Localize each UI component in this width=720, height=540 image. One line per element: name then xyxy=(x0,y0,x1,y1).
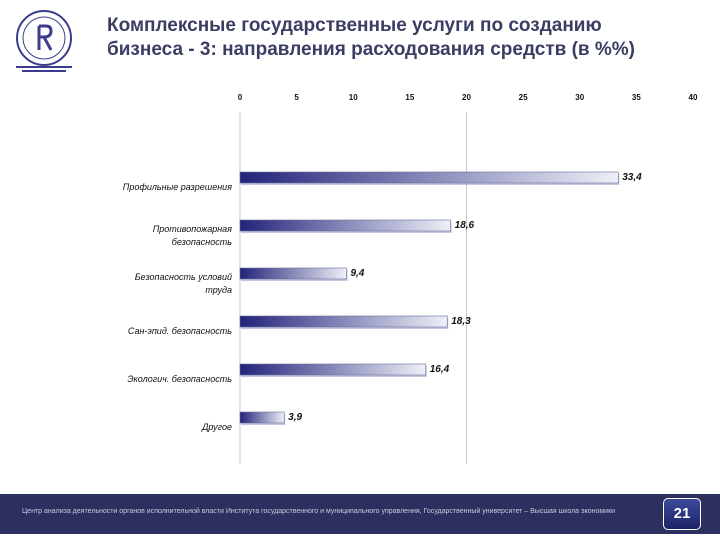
x-tick-label: 15 xyxy=(405,93,414,102)
slide-title-line-2: бизнеса - 3: направления расходования ср… xyxy=(107,39,636,60)
category-label: Противопожарная xyxy=(153,224,232,234)
category-label: Профильные разрешения xyxy=(123,182,232,192)
footer-bar: Центр анализа деятельности органов испол… xyxy=(0,494,720,534)
page-number-badge: 21 xyxy=(663,498,701,530)
slide-title-line-1: Комплексные государственные услуги по со… xyxy=(107,15,602,36)
chart-bars: 33,4 Профильные разрешения 18,6 Противопожа… xyxy=(123,171,642,432)
bar xyxy=(239,219,451,232)
bar-value-label: 18,3 xyxy=(451,316,471,327)
category-label: труда xyxy=(205,285,232,295)
x-tick-label: 35 xyxy=(632,93,641,102)
bar xyxy=(239,171,619,184)
category-label: Безопасность условий xyxy=(135,272,232,282)
x-tick-label: 0 xyxy=(238,93,243,102)
bar-chart: 0 5 10 15 20 25 30 35 40 33,4 Профильные разрешен… xyxy=(123,93,698,464)
x-tick-label: 10 xyxy=(349,93,358,102)
x-tick-label: 25 xyxy=(519,93,528,102)
category-label: безопасность xyxy=(172,237,232,247)
bar-value-label: 16,4 xyxy=(430,364,450,375)
footer-text: Центр анализа деятельности органов испол… xyxy=(22,508,616,515)
bar-value-label: 3,9 xyxy=(288,412,302,423)
bar-value-label: 18,6 xyxy=(455,220,475,231)
category-label: Другое xyxy=(201,422,232,432)
x-tick-label: 30 xyxy=(575,93,584,102)
x-tick-label: 40 xyxy=(689,93,698,102)
university-logo xyxy=(16,10,72,72)
slide-title: Комплексные государственные услуги по со… xyxy=(107,14,707,62)
bar-value-label: 33,4 xyxy=(622,172,642,183)
bar-value-label: 9,4 xyxy=(350,268,364,279)
category-label: Сан-эпид. безопасность xyxy=(128,326,232,336)
category-label: Экологич. безопасность xyxy=(127,374,232,384)
x-tick-label: 5 xyxy=(294,93,299,102)
chart-axes: 0 5 10 15 20 25 30 35 40 xyxy=(238,93,698,464)
x-tick-label: 20 xyxy=(462,93,471,102)
bar xyxy=(239,411,285,424)
bar xyxy=(239,267,347,280)
bar xyxy=(239,363,427,376)
bar xyxy=(239,315,448,328)
